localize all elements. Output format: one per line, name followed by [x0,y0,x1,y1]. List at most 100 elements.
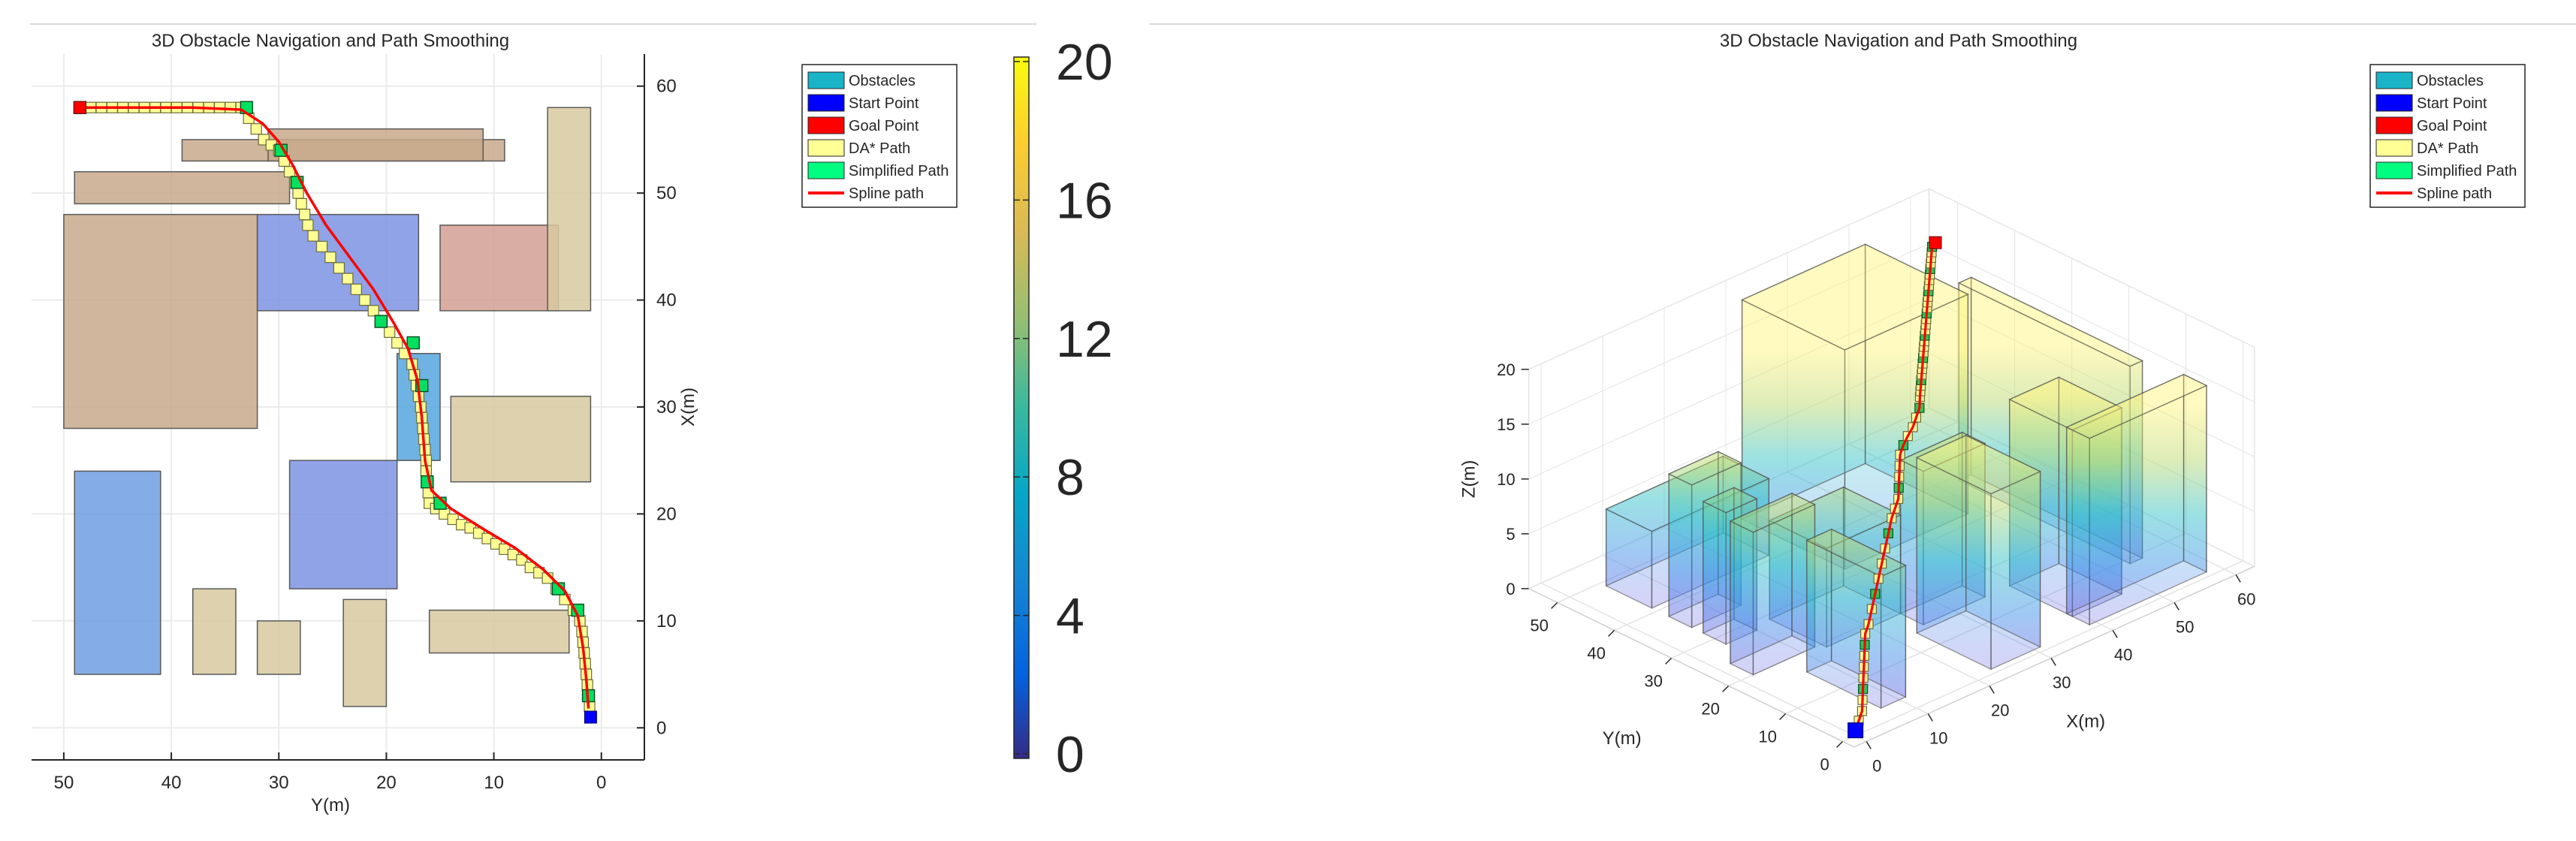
dastar-path-cell [307,230,319,242]
legend-label: Goal Point [2417,118,2487,134]
perspective-y-tick-label: 40 [1587,644,1605,662]
obstacle-box-face [1915,435,2042,495]
legend-swatch [807,94,845,112]
colorbar-tick-label: 16 [1056,172,1113,229]
obstacle-rect [342,598,388,707]
dastar-path-cell [295,197,307,209]
obstacle-rect [450,396,592,483]
perspective-y-tick-label: 50 [1530,616,1548,635]
top-x-tick-label: 40 [161,773,182,793]
obstacle-rect [547,107,592,312]
wall-gridline [1929,188,2255,348]
legend-swatch [807,71,845,89]
colorbar-tick-label: 12 [1056,311,1113,368]
perspective-x-tick-label: 50 [2176,617,2194,636]
legend-swatch [807,139,845,157]
top-view-chart: 3D Obstacle Navigation and Path Smoothin… [30,23,1036,815]
top-tick-labels: 50 40 30 20 10 0 0 10 20 30 40 50 60 [54,77,677,793]
perspective-x-tick-label: 10 [1929,728,1947,747]
dastar-path-cell [342,273,354,285]
obstacle-box-face [1667,451,1742,486]
perspective-y-tick-mark [1608,629,1615,637]
dastar-path-cell [384,326,396,338]
obstacle-rect [74,470,161,675]
legend-swatch [2375,139,2413,157]
top-obstacles [63,107,592,707]
spline-path-line [80,106,590,709]
top-y-tick-label: 20 [656,504,677,524]
dastar-path-cell [302,219,314,231]
colorbar-ticks: 0 4 8 12 16 20 [1014,34,1113,783]
top-view-title: 3D Obstacle Navigation and Path Smoothin… [152,31,509,51]
top-y-tick-label: 0 [656,718,666,738]
perspective-z-axis-label: Z(m) [1459,460,1480,499]
goal-point-marker [1929,236,1942,249]
perspective-x-tick-mark [1927,713,1933,722]
start-point-marker [584,710,597,724]
perspective-z-tick-label: 15 [1497,415,1515,434]
simplified-path-node [406,336,420,350]
perspective-x-tick-label: 40 [2114,645,2132,664]
colorbar-tick-label: 8 [1056,449,1084,506]
legend-label: Obstacles [2417,73,2484,89]
legend-swatch [807,161,845,179]
perspective-path-layer [1848,236,1942,739]
obstacle-rect [267,128,484,162]
dastar-path-cell [299,209,311,221]
obstacle-rect [63,213,258,430]
top-y-tick-label: 30 [656,397,677,417]
top-x-tick-label: 10 [484,773,504,793]
perspective-y-tick-label: 30 [1644,671,1662,690]
wall-gridline [1528,188,1929,370]
perspective-x-tick-mark [2050,658,2056,666]
dastar-path-cell [333,262,345,274]
dastar-path-cell [367,305,379,317]
legend-label: Goal Point [849,118,919,134]
perspective-x-tick-mark [2112,630,2118,638]
obstacle-box-face [1729,493,1817,533]
top-x-tick-label: 30 [269,773,289,793]
perspective-y-tick-label: 0 [1820,755,1829,773]
perspective-view-chart: 3D Obstacle Navigation and Path Smoothin… [1149,23,2576,776]
perspective-y-tick-label: 10 [1758,727,1776,746]
dastar-path-cell [250,123,262,135]
perspective-y-tick-mark [1779,713,1787,720]
perspective-x-tick-mark [2173,602,2179,610]
perspective-y-tick-mark [1722,685,1730,692]
dastar-path-cell [359,294,371,306]
perspective-x-tick-label: 60 [2237,589,2255,608]
perspective-z-tick-label: 0 [1506,580,1515,598]
perspective-x-tick-mark [1866,741,1872,749]
perspective-y-tick-mark [1836,740,1844,748]
colorbar-tick-label: 20 [1056,34,1113,91]
obstacle-rect [74,170,291,205]
top-x-tick-label: 20 [376,773,397,793]
perspective-y-tick-mark [1551,601,1558,609]
perspective-x-tick-label: 30 [2053,673,2071,692]
obstacle-rect [192,588,237,675]
floor-gridline [1540,582,1867,743]
top-x-tick-label: 50 [54,773,74,793]
dastar-path-cell [324,252,336,264]
perspective-y-tick-mark [1665,657,1673,665]
perspective-x-tick-mark [2235,574,2241,583]
legend-label: Simplified Path [2417,163,2517,179]
top-legend: Obstacles Start Point Goal Point DA* Path Si… [801,64,958,208]
legend-swatch [2375,161,2413,179]
perspective-x-tick-label: 0 [1872,756,1881,775]
legend-label: Start Point [2417,95,2487,112]
obstacle-rect [439,225,560,312]
legend-label: DA* Path [849,140,910,157]
perspective-tick-labels: 0 10 20 30 40 50 60 0 10 20 30 40 50 0 5 10 15 20 [1497,360,2255,776]
colorbar-gradient [1013,56,1030,759]
colorbar-tick-label: 0 [1056,726,1084,783]
spline-path-line [1854,242,1937,731]
wall-gridline [1929,243,2255,402]
floor-gridline [1842,560,2243,743]
legend-swatch [2375,71,2413,89]
perspective-y-tick-label: 20 [1701,699,1719,718]
legend-label: Spline path [849,185,924,202]
legend-label: Spline path [2417,185,2492,202]
legend-label: Simplified Path [849,163,949,179]
